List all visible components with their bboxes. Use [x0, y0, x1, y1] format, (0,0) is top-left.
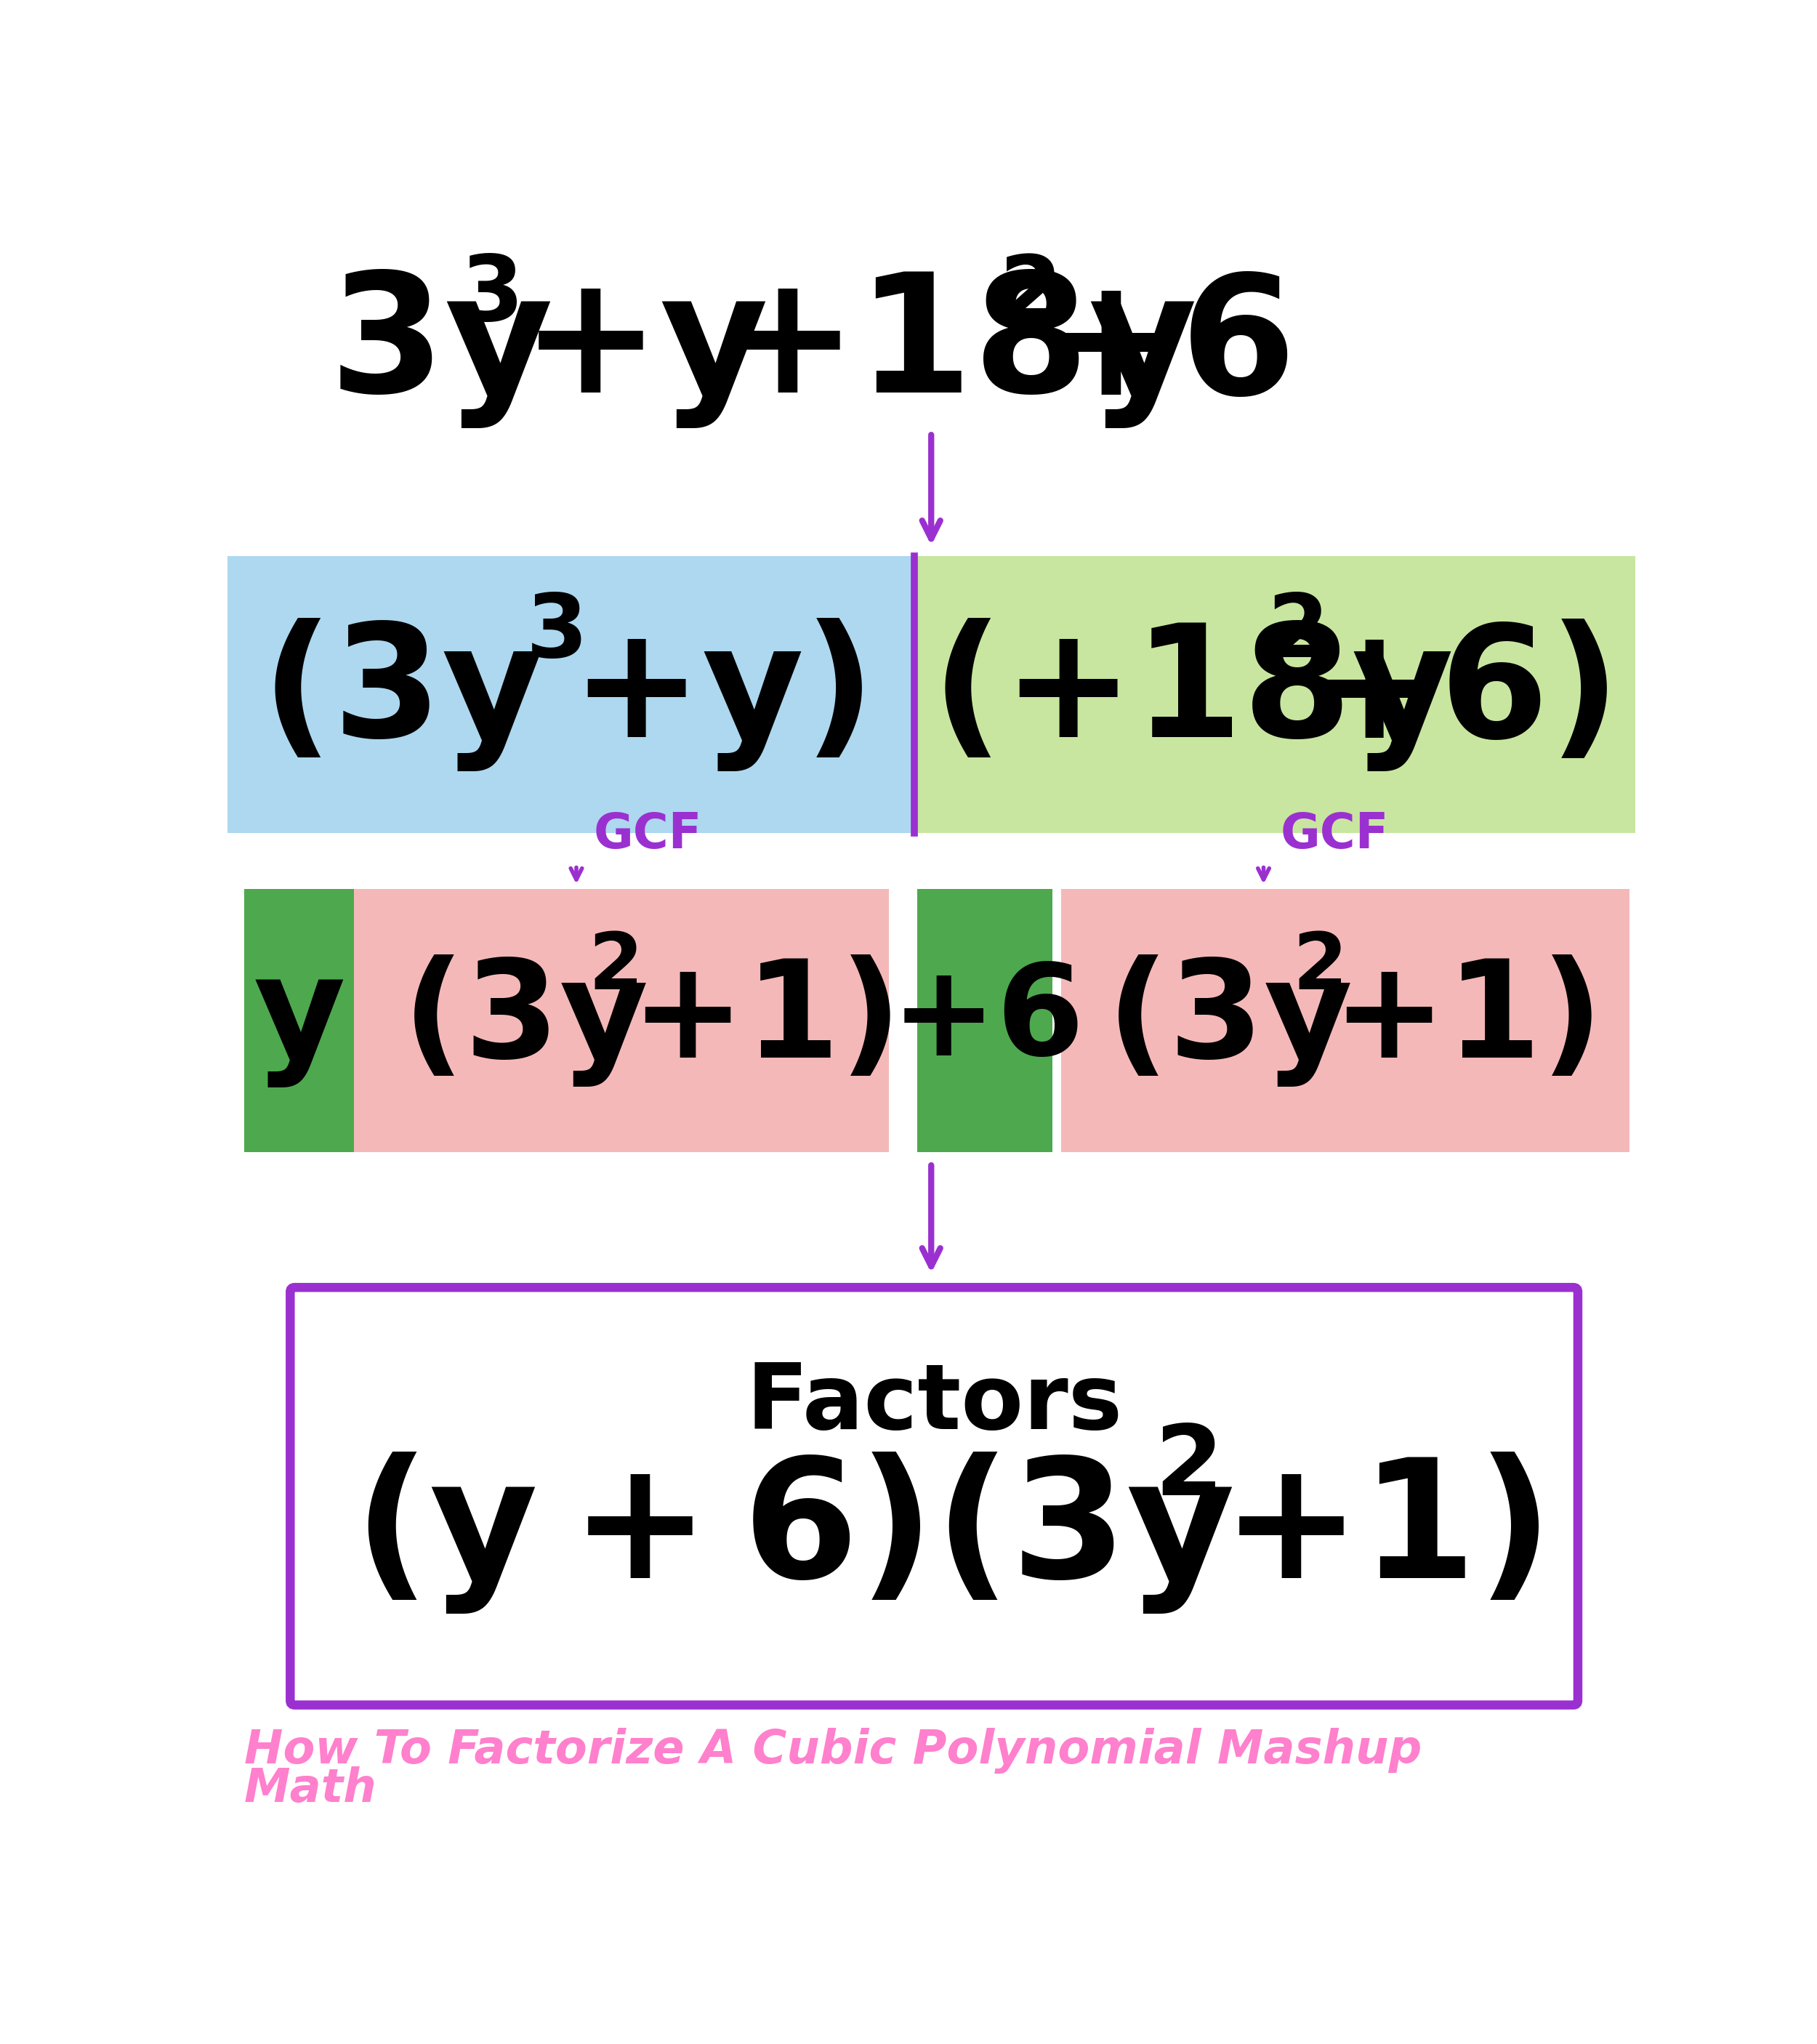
Text: $\mathbf{2}$: $\mathbf{2}$: [1266, 591, 1323, 675]
Text: $\mathbf{+1)}$: $\mathbf{+1)}$: [630, 955, 890, 1085]
Text: $\mathbf{(3y}$: $\mathbf{(3y}$: [262, 617, 541, 773]
Text: $\mathbf{(3y}$: $\mathbf{(3y}$: [402, 953, 647, 1087]
Bar: [1061, 889, 1630, 1153]
Bar: [243, 889, 354, 1153]
Bar: [227, 556, 914, 834]
Text: $\mathbf{+y)}$: $\mathbf{+y)}$: [571, 617, 863, 773]
Text: Math: Math: [243, 1766, 376, 1811]
Text: $\mathbf{2}$: $\mathbf{2}$: [1154, 1421, 1216, 1517]
Text: $\mathbf{y}$: $\mathbf{y}$: [253, 953, 343, 1089]
Text: $\mathbf{2}$: $\mathbf{2}$: [999, 251, 1056, 339]
Text: $\mathbf{+1)}$: $\mathbf{+1)}$: [1332, 955, 1592, 1085]
Text: $\mathbf{+1)}$: $\mathbf{+1)}$: [1221, 1451, 1541, 1613]
Text: $\mathbf{2}$: $\mathbf{2}$: [589, 928, 638, 1006]
Text: $\mathbf{+ 6}$: $\mathbf{+ 6}$: [1041, 268, 1288, 429]
Text: $\mathbf{(y+6)(3y}$: $\mathbf{(y+6)(3y}$: [352, 1449, 1234, 1615]
Bar: [354, 889, 889, 1153]
Bar: [918, 889, 1052, 1153]
Text: $\mathbf{(+18y}$: $\mathbf{(+18y}$: [932, 617, 1452, 773]
Text: $\mathbf{2}$: $\mathbf{2}$: [1292, 928, 1341, 1006]
Text: GCF: GCF: [592, 809, 701, 858]
Text: $\mathbf{3}$: $\mathbf{3}$: [460, 251, 518, 339]
Text: $\mathbf{+ y}$: $\mathbf{+ y}$: [520, 268, 767, 429]
Text: $\mathbf{+ 18y}$: $\mathbf{+ 18y}$: [718, 268, 1196, 429]
Text: $\mathbf{3}$: $\mathbf{3}$: [525, 591, 581, 675]
Text: How To Factorize A Cubic Polynomial Mashup: How To Factorize A Cubic Polynomial Mash…: [243, 1727, 1421, 1774]
FancyBboxPatch shape: [291, 1288, 1577, 1705]
Text: GCF: GCF: [1281, 809, 1388, 858]
Bar: [914, 556, 1635, 834]
Text: $\mathbf{+6}$: $\mathbf{+6}$: [890, 959, 1079, 1081]
Text: Factors: Factors: [745, 1359, 1123, 1447]
Text: $\mathbf{3y}$: $\mathbf{3y}$: [329, 268, 551, 429]
Text: $\mathbf{+ 6)}$: $\mathbf{+ 6)}$: [1308, 619, 1608, 771]
Text: $\mathbf{(3y}$: $\mathbf{(3y}$: [1107, 953, 1350, 1087]
